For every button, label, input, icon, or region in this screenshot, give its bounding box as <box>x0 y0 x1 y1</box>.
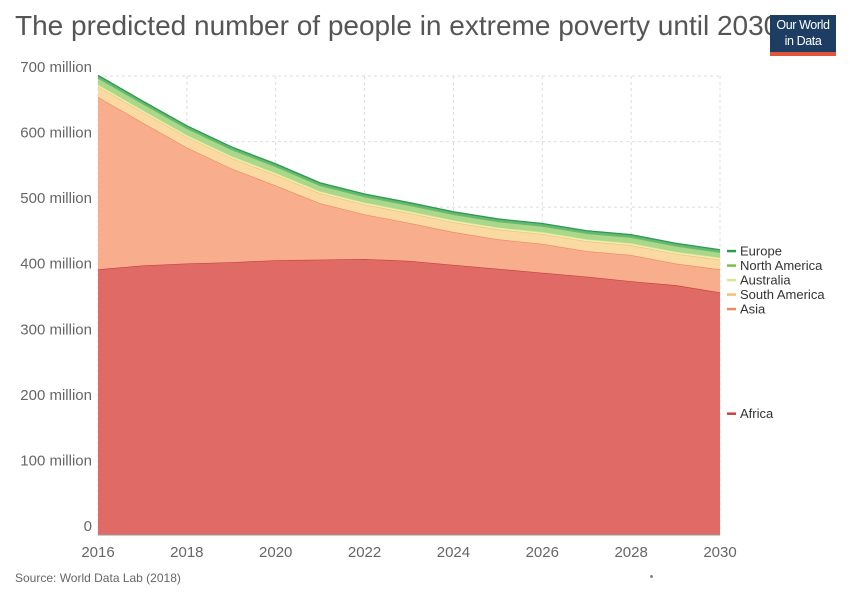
x-tick-label: 2026 <box>526 544 559 561</box>
x-tick-label: 2020 <box>259 544 292 561</box>
decorative-dot <box>650 575 653 578</box>
y-tick-label: 300 million <box>20 321 92 338</box>
x-tick-label: 2030 <box>703 544 736 561</box>
logo-line-2: in Data <box>784 34 822 48</box>
legend-label-south-america[interactable]: South America <box>740 287 825 302</box>
legend-label-north-america[interactable]: North America <box>740 258 823 273</box>
area-asia[interactable] <box>98 96 720 293</box>
area-south-america[interactable] <box>98 86 720 270</box>
y-tick-label: 100 million <box>20 452 92 469</box>
y-tick-label: 500 million <box>20 190 92 207</box>
logo-line-1: Our World <box>776 18 830 32</box>
x-tick-label: 2024 <box>437 544 470 561</box>
x-tick-label: 2028 <box>614 544 647 561</box>
source-note: Source: World Data Lab (2018) <box>15 571 181 585</box>
y-tick-label: 400 million <box>20 256 92 273</box>
x-tick-label: 2016 <box>81 544 114 561</box>
chart-title: The predicted number of people in extrem… <box>15 10 780 41</box>
area-africa[interactable] <box>98 258 720 535</box>
x-axis-ticks: 2016 2018 2020 2022 2024 2026 2028 2030 <box>81 544 736 561</box>
y-axis-ticks: 0 100 million 200 million 300 million 400 mi… <box>20 59 92 535</box>
owid-logo[interactable]: Our World in Data <box>770 15 836 56</box>
legend-label-australia[interactable]: Australia <box>740 273 791 288</box>
legend-label-europe[interactable]: Europe <box>740 244 782 259</box>
logo-bar <box>770 52 836 56</box>
y-tick-label: 600 million <box>20 125 92 142</box>
legend-label-africa[interactable]: Africa <box>740 406 774 421</box>
y-tick-label: 700 million <box>20 59 92 76</box>
stacked-areas <box>97 74 721 536</box>
y-tick-label: 200 million <box>20 387 92 404</box>
x-tick-label: 2018 <box>170 544 203 561</box>
legend-label-asia[interactable]: Asia <box>740 302 766 317</box>
x-tick-label: 2022 <box>348 544 381 561</box>
y-tick-label: 0 <box>84 518 92 535</box>
area-line-europe <box>97 74 721 251</box>
